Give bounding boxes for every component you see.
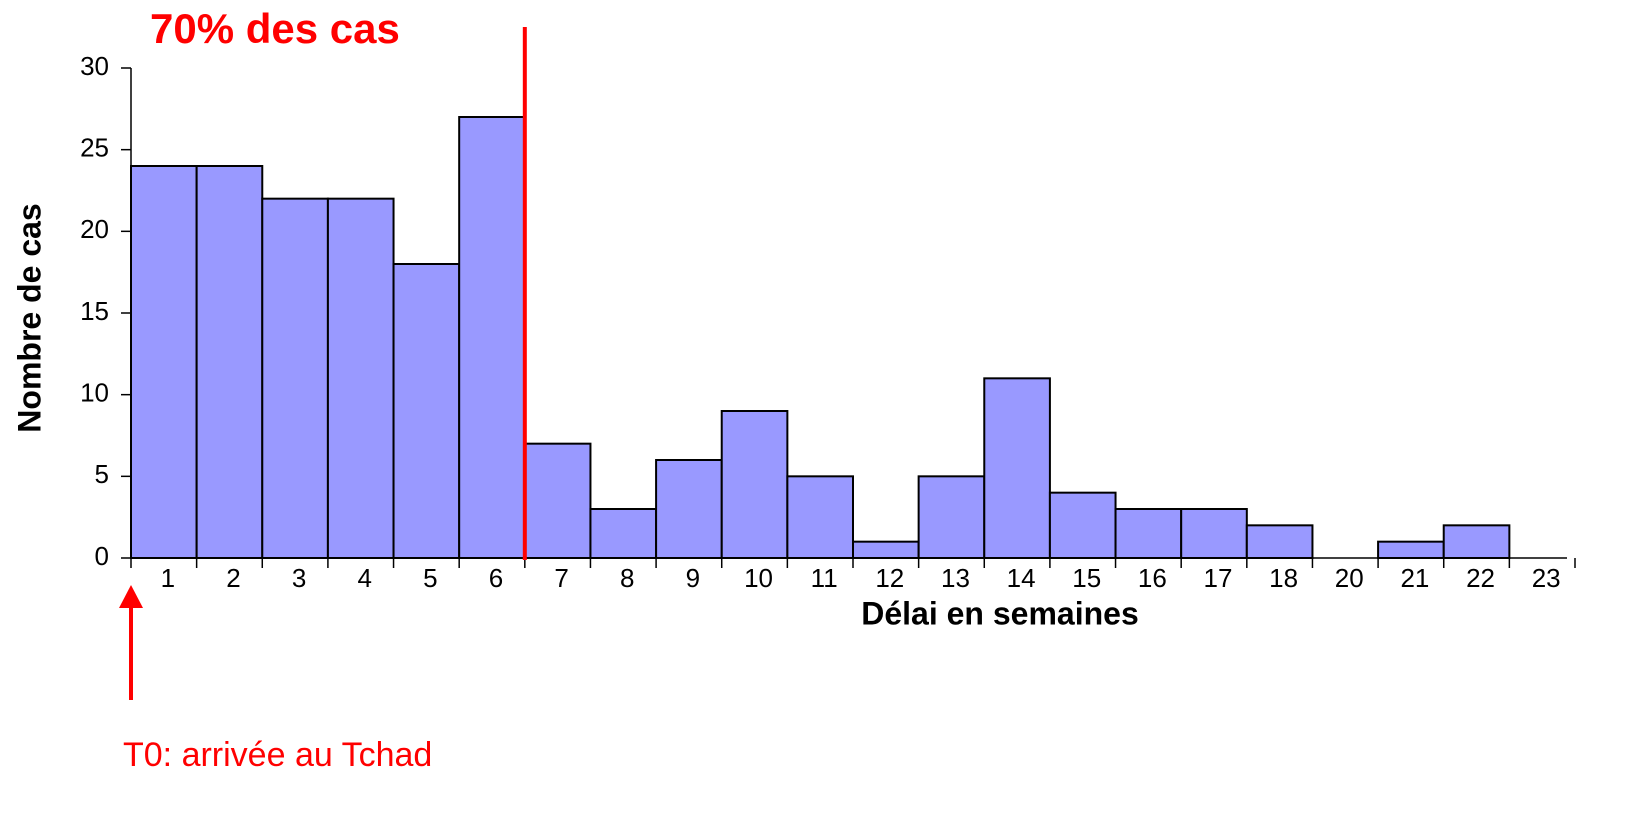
x-tick-label: 20 bbox=[1335, 563, 1364, 593]
bar bbox=[195, 165, 264, 559]
bar bbox=[1180, 508, 1248, 559]
x-tick-label: 23 bbox=[1532, 563, 1561, 593]
bar bbox=[458, 116, 526, 559]
x-tick-label: 9 bbox=[686, 563, 700, 593]
bar bbox=[589, 508, 658, 559]
y-tick-label: 0 bbox=[95, 541, 109, 571]
bar bbox=[983, 377, 1051, 560]
y-tick-label: 10 bbox=[80, 378, 109, 408]
bar bbox=[917, 475, 986, 560]
x-tick-label: 2 bbox=[226, 563, 240, 593]
x-tick-label: 4 bbox=[357, 563, 371, 593]
bar bbox=[326, 197, 395, 560]
y-tick-label: 30 bbox=[80, 51, 109, 81]
x-tick-label: 8 bbox=[620, 563, 634, 593]
y-axis-title: Nombre de cas bbox=[11, 203, 47, 432]
x-tick-label: 10 bbox=[744, 563, 773, 593]
x-tick-label: 14 bbox=[1007, 563, 1036, 593]
x-tick-label: 22 bbox=[1466, 563, 1495, 593]
annotation: T0: arrivée au Tchad bbox=[123, 736, 432, 774]
bar bbox=[655, 459, 723, 559]
bar bbox=[261, 197, 329, 560]
x-tick-label: 5 bbox=[423, 563, 437, 593]
bar bbox=[786, 475, 855, 560]
x-tick-label: 3 bbox=[292, 563, 306, 593]
annotation: 70% des cas bbox=[150, 5, 400, 52]
y-tick-label: 20 bbox=[80, 214, 109, 244]
x-tick-label: 12 bbox=[875, 563, 904, 593]
bar bbox=[852, 540, 920, 560]
x-tick-label: 1 bbox=[161, 563, 175, 593]
y-tick-label: 15 bbox=[80, 296, 109, 326]
x-axis-title: Délai en semaines bbox=[861, 595, 1138, 631]
bar bbox=[130, 165, 198, 559]
x-tick-label: 21 bbox=[1400, 563, 1429, 593]
x-tick-label: 15 bbox=[1072, 563, 1101, 593]
arrow-head bbox=[119, 585, 143, 608]
bar bbox=[523, 442, 592, 559]
x-tick-label: 11 bbox=[811, 563, 838, 593]
bar bbox=[1114, 508, 1183, 559]
x-tick-label: 16 bbox=[1138, 563, 1167, 593]
x-tick-label: 18 bbox=[1269, 563, 1298, 593]
bar bbox=[1377, 540, 1445, 560]
x-tick-label: 7 bbox=[554, 563, 568, 593]
bar bbox=[1048, 491, 1117, 559]
x-tick-label: 17 bbox=[1204, 563, 1233, 593]
y-tick-label: 25 bbox=[80, 133, 109, 163]
bar bbox=[1245, 524, 1314, 559]
x-tick-label: 13 bbox=[941, 563, 970, 593]
bar bbox=[392, 263, 461, 559]
x-tick-label: 6 bbox=[489, 563, 503, 593]
y-tick-label: 5 bbox=[95, 459, 109, 489]
bar bbox=[1442, 524, 1511, 559]
bar bbox=[720, 410, 789, 559]
